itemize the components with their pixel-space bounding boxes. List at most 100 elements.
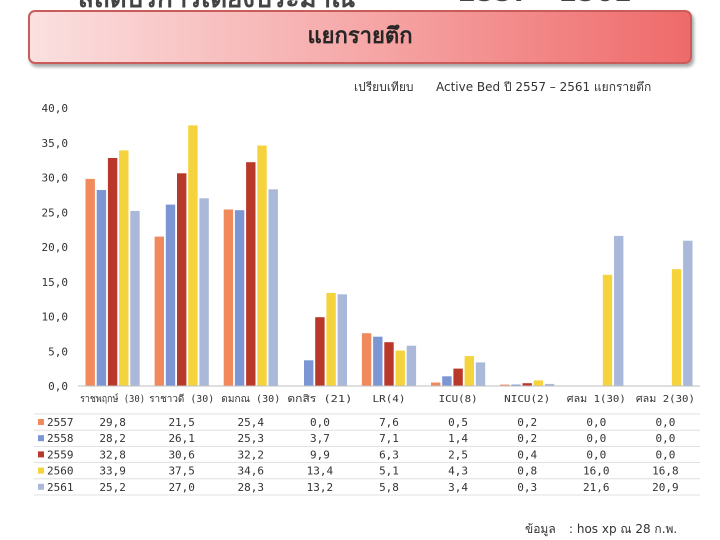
bar-2559: [246, 162, 256, 386]
legend-swatch-2560: [38, 467, 44, 474]
category-label: NICU(2): [504, 394, 550, 405]
legend-label-2558: 2558: [47, 432, 74, 445]
bar-2558: [304, 360, 314, 386]
bar-2558: [96, 190, 107, 386]
bar-2560: [188, 125, 198, 387]
data-table-cell: 0,0: [655, 432, 675, 445]
data-table-cell: 29,8: [99, 416, 126, 429]
bar-2557: [223, 209, 234, 386]
y-tick-label: 35,0: [42, 137, 69, 150]
category-label: ศลม 1(30): [567, 394, 626, 405]
bar-2560: [464, 356, 474, 386]
bar-2559: [384, 342, 394, 386]
data-table-cell: 25,3: [238, 432, 265, 445]
y-tick-label: 15,0: [42, 276, 69, 289]
data-table-cell: 28,3: [238, 481, 265, 494]
bar-2559: [453, 368, 463, 386]
data-table-cell: 37,5: [168, 465, 195, 478]
data-table-cell: 25,2: [99, 481, 126, 494]
data-table-cell: 3,7: [310, 432, 330, 445]
bar-2559: [177, 173, 187, 386]
data-table-cell: 16,8: [652, 465, 679, 478]
data-table-cell: 32,8: [99, 448, 126, 461]
bar-2559: [522, 383, 532, 386]
bar-2561: [130, 210, 140, 386]
data-table-cell: 0,0: [586, 416, 606, 429]
bar-2561: [683, 240, 693, 386]
bar-2558: [165, 204, 176, 386]
data-table-cell: 13,4: [307, 465, 334, 478]
data-table-cell: 7,6: [379, 416, 399, 429]
legend-label-2560: 2560: [47, 465, 74, 478]
bar-2561: [544, 383, 555, 386]
bar-2560: [395, 350, 405, 386]
bar-2561: [268, 189, 278, 386]
data-table-cell: 25,4: [238, 416, 265, 429]
data-table-cell: 0,0: [655, 416, 675, 429]
data-table-cell: 0,8: [517, 465, 537, 478]
y-tick-label: 40,0: [42, 102, 69, 115]
data-table-cell: 0,0: [655, 448, 675, 461]
source-label: ข้อมูล: [525, 522, 556, 536]
category-label: ศลม 2(30): [636, 394, 695, 405]
data-table-cell: 20,9: [652, 481, 679, 494]
bar-2560: [533, 380, 544, 386]
bar-2558: [234, 210, 245, 386]
data-table-cell: 16,0: [583, 465, 610, 478]
title-banner: แยกรายตึก: [28, 10, 692, 64]
category-label: ดมกณ (30): [221, 394, 280, 405]
data-table-cell: 13,2: [307, 481, 334, 494]
data-table-cell: 0,4: [517, 448, 537, 461]
data-table-cell: 1,4: [448, 432, 468, 445]
legend-swatch-2558: [38, 435, 44, 442]
legend-swatch-2561: [38, 483, 44, 490]
legend-label-2557: 2557: [47, 416, 74, 429]
bar-2561: [475, 362, 486, 386]
category-label: LR(4): [373, 394, 406, 405]
bar-2558: [442, 376, 452, 386]
data-table-cell: 0,2: [517, 432, 537, 445]
bar-2558: [511, 384, 521, 386]
bar-2561: [406, 345, 417, 386]
data-table-cell: 0,0: [586, 432, 606, 445]
page-title-years: 2557 - 2561: [458, 0, 632, 8]
data-table-cell: 0,5: [448, 416, 468, 429]
data-table-cell: 6,3: [379, 448, 399, 461]
bar-2560: [119, 150, 129, 386]
source-value: : hos xp ณ 28 ก.พ.: [569, 522, 678, 536]
bar-2557: [154, 236, 164, 386]
data-table-cell: 3,4: [448, 481, 468, 494]
data-table-cell: 0,0: [586, 448, 606, 461]
bar-2559: [315, 317, 325, 386]
category-label: ดกสิร (21): [287, 394, 352, 405]
bar-2560: [602, 274, 613, 386]
legend-swatch-2559: [38, 451, 44, 458]
banner-title: แยกรายตึก: [307, 24, 413, 49]
data-table-cell: 5,1: [379, 465, 399, 478]
data-table-cell: 21,5: [168, 416, 195, 429]
source-note: ข้อมูล : hos xp ณ 28 ก.พ.: [525, 520, 677, 539]
data-table-cell: 0,3: [517, 481, 537, 494]
bar-2560: [257, 145, 267, 386]
bar-2561: [199, 198, 209, 386]
data-table-cell: 33,9: [99, 465, 126, 478]
data-table-cell: 0,0: [310, 416, 330, 429]
legend-label-2559: 2559: [47, 448, 74, 461]
bar-2560: [671, 269, 682, 386]
y-tick-label: 20,0: [42, 241, 69, 254]
chart-subtitle-right: Active Bed ปี 2557 – 2561 แยกรายตึก: [436, 80, 652, 94]
y-tick-label: 30,0: [42, 172, 69, 185]
data-table-cell: 32,2: [238, 448, 265, 461]
bar-2557: [431, 382, 441, 386]
category-label: ICU(8): [439, 394, 478, 405]
data-table-cell: 4,3: [448, 465, 468, 478]
data-table-cell: 9,9: [310, 448, 330, 461]
data-table-cell: 34,6: [238, 465, 265, 478]
y-tick-label: 5,0: [48, 345, 68, 358]
y-tick-label: 0,0: [48, 380, 68, 393]
bar-2561: [614, 235, 624, 386]
legend-swatch-2557: [38, 419, 44, 425]
data-table-cell: 21,6: [583, 481, 610, 494]
data-table-cell: 27,0: [168, 481, 195, 494]
bar-2559: [107, 158, 118, 386]
